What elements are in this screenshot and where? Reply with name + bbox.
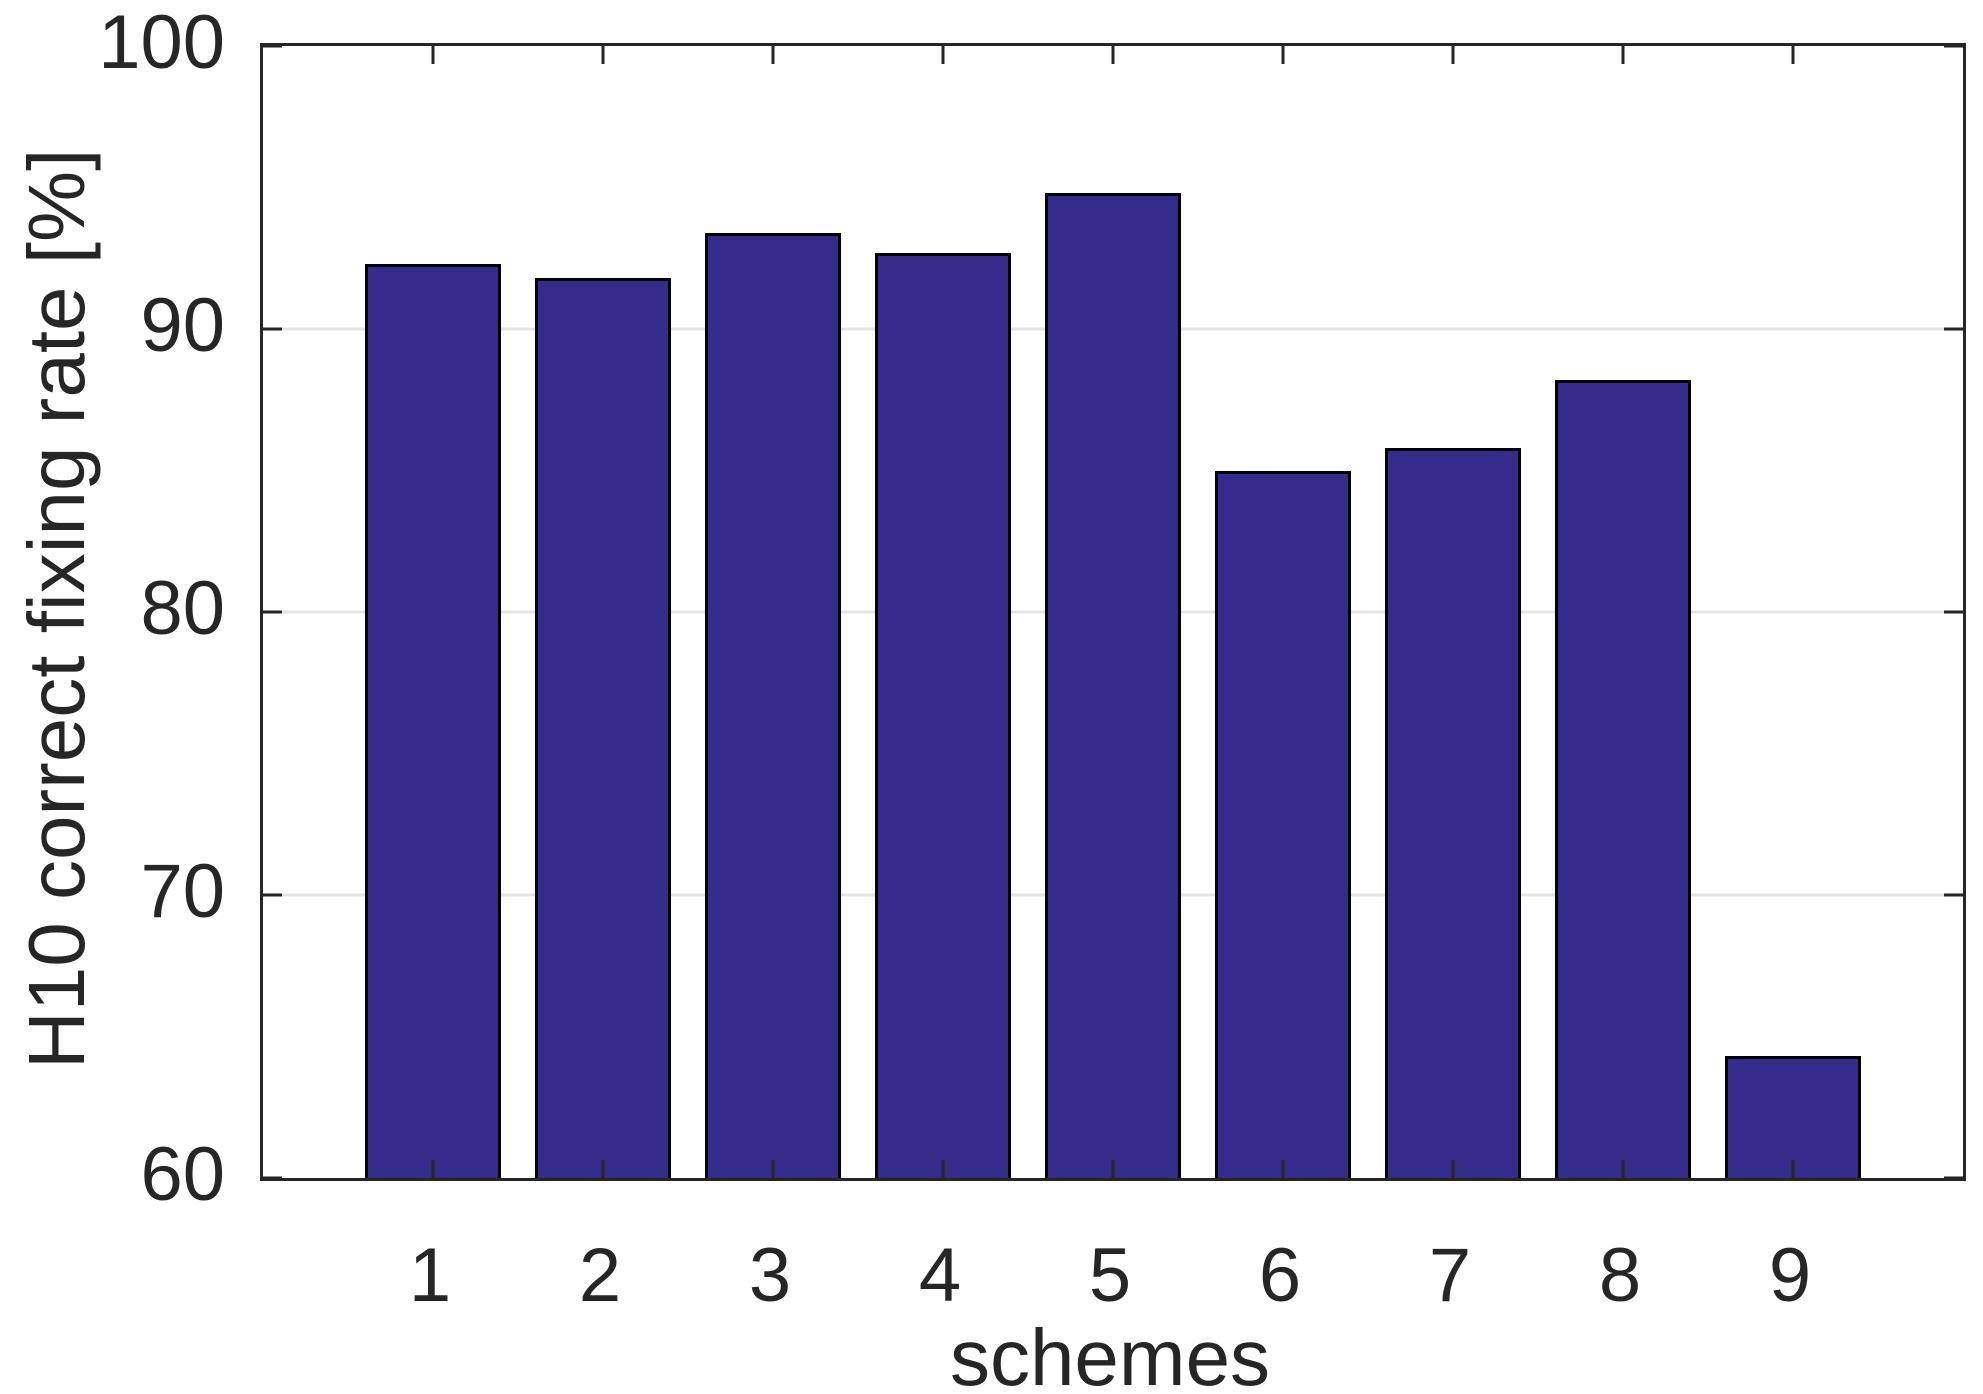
x-tick-bottom-9 bbox=[1791, 1160, 1795, 1178]
x-tick-top-7 bbox=[1451, 46, 1455, 64]
y-tick-left-60 bbox=[263, 1176, 282, 1180]
x-tick-bottom-8 bbox=[1621, 1160, 1625, 1178]
x-tick-label-4: 4 bbox=[918, 1233, 962, 1318]
y-tick-left-100 bbox=[263, 44, 282, 48]
bar-scheme-1 bbox=[365, 263, 501, 1178]
x-tick-label-3: 3 bbox=[748, 1233, 792, 1318]
x-tick-label-1: 1 bbox=[408, 1233, 452, 1318]
x-tick-top-3 bbox=[771, 46, 775, 64]
y-tick-right-60 bbox=[1944, 1176, 1963, 1180]
x-tick-label-8: 8 bbox=[1598, 1233, 1642, 1318]
y-tick-right-80 bbox=[1944, 610, 1963, 614]
x-tick-label-5: 5 bbox=[1088, 1233, 1132, 1318]
x-tick-top-1 bbox=[431, 46, 435, 64]
x-tick-bottom-1 bbox=[431, 1160, 435, 1178]
x-tick-label-2: 2 bbox=[578, 1233, 622, 1318]
x-tick-label-9: 9 bbox=[1768, 1233, 1812, 1318]
x-tick-top-2 bbox=[601, 46, 605, 64]
y-tick-left-70 bbox=[263, 893, 282, 897]
x-tick-top-9 bbox=[1791, 46, 1795, 64]
y-tick-left-90 bbox=[263, 327, 282, 331]
x-tick-top-5 bbox=[1111, 46, 1115, 64]
x-tick-bottom-6 bbox=[1281, 1160, 1285, 1178]
y-tick-right-100 bbox=[1944, 44, 1963, 48]
x-tick-top-4 bbox=[941, 46, 945, 64]
y-tick-right-70 bbox=[1944, 893, 1963, 897]
y-tick-label-80: 80 bbox=[140, 566, 225, 651]
x-tick-bottom-2 bbox=[601, 1160, 605, 1178]
y-tick-label-100: 100 bbox=[98, 0, 225, 85]
y-tick-left-80 bbox=[263, 610, 282, 614]
x-tick-top-6 bbox=[1281, 46, 1285, 64]
y-tick-right-90 bbox=[1944, 327, 1963, 331]
bar-scheme-6 bbox=[1215, 470, 1351, 1178]
x-tick-bottom-4 bbox=[941, 1160, 945, 1178]
bar-scheme-8 bbox=[1555, 379, 1691, 1178]
bar-scheme-4 bbox=[875, 252, 1011, 1178]
bar-scheme-3 bbox=[705, 232, 841, 1178]
y-tick-label-60: 60 bbox=[140, 1132, 225, 1217]
y-tick-label-90: 90 bbox=[140, 283, 225, 368]
x-tick-bottom-7 bbox=[1451, 1160, 1455, 1178]
x-tick-label-7: 7 bbox=[1428, 1233, 1472, 1318]
x-tick-bottom-3 bbox=[771, 1160, 775, 1178]
y-tick-label-70: 70 bbox=[140, 849, 225, 934]
x-tick-bottom-5 bbox=[1111, 1160, 1115, 1178]
x-tick-label-6: 6 bbox=[1258, 1233, 1302, 1318]
y-tick-labels: 60 70 80 90 100 bbox=[0, 5, 225, 1213]
plot-area bbox=[260, 43, 1966, 1181]
bar-scheme-5 bbox=[1045, 193, 1181, 1178]
x-axis-label: schemes bbox=[949, 1313, 1271, 1394]
bar-scheme-7 bbox=[1385, 447, 1521, 1178]
bar-scheme-2 bbox=[535, 278, 671, 1178]
bar-scheme-9 bbox=[1725, 1056, 1861, 1178]
x-tick-top-8 bbox=[1621, 46, 1625, 64]
